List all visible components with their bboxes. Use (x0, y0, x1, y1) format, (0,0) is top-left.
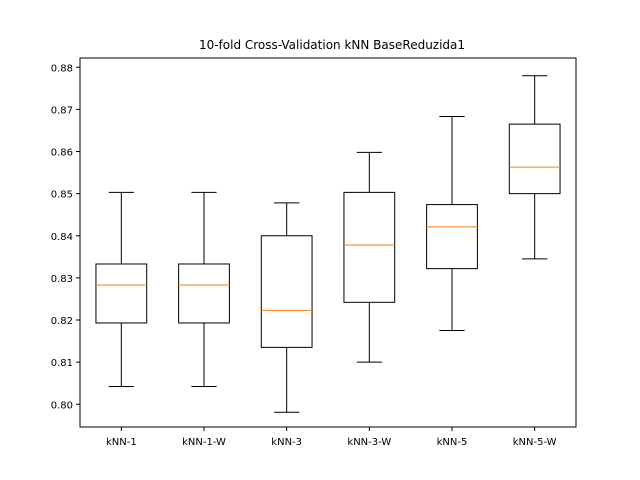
y-tick-label: 0.85 (51, 190, 73, 201)
x-tick-label: kNN-5-W (513, 437, 557, 448)
y-tick-label: 0.81 (51, 358, 73, 369)
box (508, 123, 561, 195)
box (260, 235, 313, 348)
y-tick-label: 0.88 (51, 63, 73, 74)
x-tick-label: kNN-3 (271, 437, 302, 448)
y-tick-label: 0.83 (51, 274, 73, 285)
y-tick-label: 0.86 (51, 148, 73, 159)
y-tick-label: 0.84 (51, 232, 73, 243)
y-tick-label: 0.80 (51, 400, 73, 411)
chart-title: 10-fold Cross-Validation kNN BaseReduzid… (199, 38, 465, 52)
axes-frame (79, 57, 577, 428)
x-tick-label: kNN-1 (106, 437, 137, 448)
box (426, 204, 478, 270)
x-tick-label: kNN-3-W (347, 437, 391, 448)
box (343, 191, 396, 303)
y-tick-label: 0.87 (51, 105, 73, 116)
plot-area: 0.80 0.81 0.82 0.83 0.84 0.85 0.86 0.87 0.88 kNN-… (51, 57, 577, 448)
x-tick-label: kNN-5 (437, 437, 468, 448)
box (178, 263, 230, 324)
box (95, 263, 148, 324)
y-tick-label: 0.82 (51, 316, 73, 327)
x-tick-label: kNN-1-W (182, 437, 226, 448)
